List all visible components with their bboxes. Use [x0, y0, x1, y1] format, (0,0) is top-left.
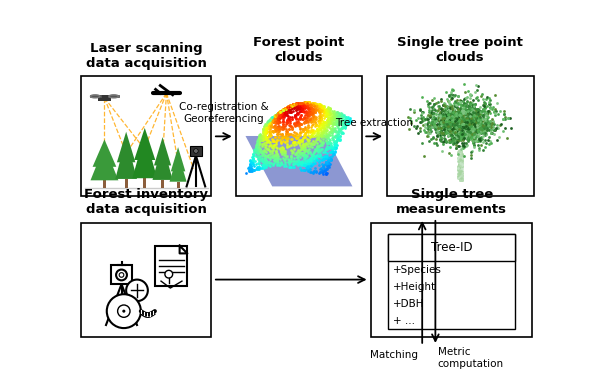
Bar: [155, 246, 187, 286]
Polygon shape: [245, 136, 352, 187]
Circle shape: [116, 270, 127, 280]
Text: +Height: +Height: [393, 282, 436, 292]
Bar: [103, 180, 106, 188]
Circle shape: [107, 294, 141, 328]
Polygon shape: [152, 143, 173, 180]
Circle shape: [122, 310, 125, 313]
Polygon shape: [154, 137, 171, 165]
Text: Metric
computation: Metric computation: [438, 347, 504, 369]
Circle shape: [126, 279, 148, 301]
Bar: [98, 95, 110, 101]
Text: +Species: +Species: [393, 265, 442, 275]
Bar: [143, 178, 146, 188]
Text: Forest point
clouds: Forest point clouds: [253, 36, 344, 64]
Polygon shape: [115, 138, 137, 179]
Bar: [110, 265, 133, 284]
Text: Tree extraction: Tree extraction: [335, 118, 413, 128]
Bar: [388, 234, 515, 329]
Text: Laser scanning
data acquisition: Laser scanning data acquisition: [86, 42, 207, 70]
Circle shape: [165, 270, 173, 278]
Bar: [161, 180, 164, 188]
Polygon shape: [92, 140, 116, 167]
Text: +DBH: +DBH: [393, 299, 424, 309]
Text: Forest inventory
data acquisition: Forest inventory data acquisition: [85, 189, 208, 216]
Bar: [125, 179, 128, 188]
Bar: [81, 76, 211, 196]
Polygon shape: [117, 132, 136, 162]
Polygon shape: [171, 147, 185, 171]
Bar: [190, 146, 202, 156]
Text: Matching: Matching: [370, 350, 418, 360]
Bar: [388, 234, 515, 261]
Text: Tree-ID: Tree-ID: [431, 241, 472, 254]
Text: Single tree point
clouds: Single tree point clouds: [397, 36, 523, 64]
Bar: [236, 76, 362, 196]
Circle shape: [119, 273, 124, 277]
Polygon shape: [170, 153, 187, 182]
Bar: [81, 223, 211, 337]
Polygon shape: [133, 134, 157, 178]
Circle shape: [118, 305, 130, 317]
Text: Co-registration &
Georeferencing: Co-registration & Georeferencing: [179, 102, 269, 124]
Bar: [386, 76, 534, 196]
Circle shape: [194, 149, 198, 153]
Text: Single tree
measurements: Single tree measurements: [396, 189, 507, 216]
Bar: [176, 182, 179, 188]
Polygon shape: [91, 145, 118, 180]
Bar: [371, 223, 532, 337]
Polygon shape: [134, 128, 155, 160]
Text: + ...: + ...: [393, 316, 415, 326]
